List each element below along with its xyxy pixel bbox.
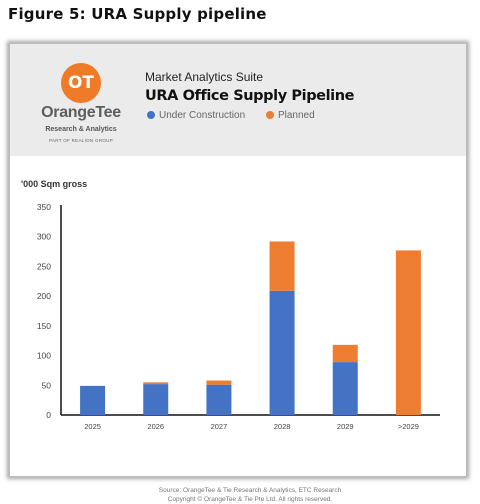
y-axis-label: '000 Sqm gross [21, 179, 88, 189]
y-tick-label: 100 [37, 351, 51, 361]
logo-division: Research & Analytics [45, 126, 117, 133]
legend-label-under-construction: Under Construction [159, 110, 246, 121]
suite-label: Market Analytics Suite [145, 70, 264, 84]
bar-planned [395, 250, 421, 415]
y-tick-label: 250 [37, 261, 51, 271]
bar-under-construction [206, 384, 232, 415]
logo-group: PART OF REALION GROUP [48, 138, 114, 143]
bar-planned [332, 344, 358, 363]
y-tick-label: 350 [37, 202, 51, 212]
y-tick-label: 150 [37, 321, 51, 331]
figure-title: Figure 5: URA Supply pipeline [8, 5, 267, 23]
chart-header: OT OrangeTee Research & Analytics PART O… [10, 44, 466, 156]
bar-under-construction [269, 290, 295, 415]
x-tick-label: 2028 [274, 422, 291, 431]
legend-swatch-planned [265, 110, 274, 119]
bar-chart: 0 50 100 150 200 250 300 350 2025 2026 2027 2028 202… [37, 202, 440, 431]
orangetee-logo-icon: OT [61, 63, 101, 103]
bar-planned [143, 382, 169, 385]
x-tick-label: 2027 [211, 422, 228, 431]
y-tick-label: 300 [37, 232, 51, 242]
bar-under-construction [80, 385, 106, 415]
bar-planned [269, 241, 295, 291]
legend-label-planned: Planned [277, 110, 315, 121]
y-tick-label: 200 [37, 291, 51, 301]
legend-item-under-construction: Under Construction [147, 110, 245, 121]
x-tick-label: >2029 [398, 422, 419, 431]
y-tick-label: 0 [46, 410, 51, 420]
x-tick-label: 2025 [84, 422, 101, 431]
x-tick-label: 2029 [337, 422, 354, 431]
y-tick-label: 50 [42, 380, 52, 390]
bar-under-construction [332, 362, 358, 415]
x-tick-label: 2026 [147, 422, 164, 431]
copyright-line: Copyright © OrangeTee & Tie Pte Ltd. All… [167, 496, 333, 503]
bar-under-construction [143, 384, 169, 415]
bar-planned [206, 380, 232, 385]
legend-item-planned: Planned [265, 110, 315, 121]
logo-name: OrangeTee [41, 104, 121, 121]
legend: Under Construction Planned [147, 110, 333, 121]
legend-swatch-under-construction [147, 110, 155, 119]
chart-title: URA Office Supply Pipeline [145, 88, 355, 104]
